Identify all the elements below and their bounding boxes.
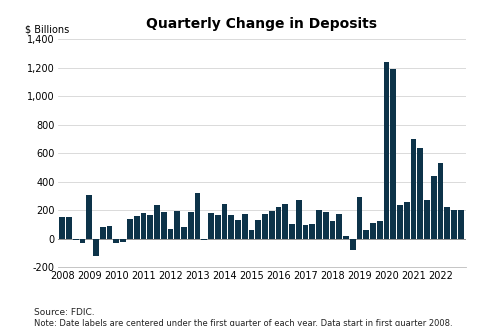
Bar	[431, 176, 437, 239]
Bar	[289, 224, 295, 239]
Bar	[458, 210, 464, 239]
Bar	[451, 210, 457, 239]
Bar	[336, 214, 342, 239]
Bar	[397, 205, 403, 239]
Bar	[323, 212, 329, 239]
Bar	[113, 239, 119, 243]
Bar	[93, 239, 99, 256]
Bar	[249, 230, 254, 239]
Bar	[168, 229, 173, 239]
Bar	[438, 163, 444, 239]
Bar	[134, 216, 140, 239]
Bar	[235, 220, 241, 239]
Bar	[147, 215, 153, 239]
Bar	[296, 200, 301, 239]
Title: Quarterly Change in Deposits: Quarterly Change in Deposits	[146, 17, 377, 31]
Bar	[60, 217, 65, 239]
Text: Source: FDIC.: Source: FDIC.	[34, 308, 94, 317]
Bar	[215, 215, 221, 239]
Bar	[161, 213, 167, 239]
Bar	[228, 215, 234, 239]
Text: $ Billions: $ Billions	[25, 24, 69, 35]
Bar	[107, 226, 112, 239]
Text: Note: Date labels are centered under the first quarter of each year. Data start : Note: Date labels are centered under the…	[34, 319, 452, 326]
Bar	[310, 224, 315, 239]
Bar	[363, 230, 369, 239]
Bar	[418, 147, 423, 239]
Bar	[370, 223, 376, 239]
Bar	[302, 225, 308, 239]
Bar	[343, 236, 349, 239]
Bar	[201, 239, 207, 240]
Bar	[194, 193, 200, 239]
Bar	[350, 239, 356, 250]
Bar	[174, 211, 180, 239]
Bar	[80, 239, 85, 243]
Bar	[377, 221, 383, 239]
Bar	[424, 200, 430, 239]
Bar	[73, 239, 79, 240]
Bar	[66, 217, 72, 239]
Bar	[222, 204, 228, 239]
Bar	[86, 195, 92, 239]
Bar	[269, 211, 275, 239]
Bar	[154, 205, 160, 239]
Bar	[242, 214, 248, 239]
Bar	[316, 210, 322, 239]
Bar	[384, 62, 389, 239]
Bar	[262, 214, 268, 239]
Bar	[357, 198, 362, 239]
Bar	[404, 202, 410, 239]
Bar	[330, 221, 336, 239]
Bar	[188, 213, 193, 239]
Bar	[390, 69, 396, 239]
Bar	[444, 207, 450, 239]
Bar	[141, 213, 146, 239]
Bar	[120, 239, 126, 242]
Bar	[282, 204, 288, 239]
Bar	[100, 228, 106, 239]
Bar	[255, 220, 261, 239]
Bar	[181, 228, 187, 239]
Bar	[276, 207, 281, 239]
Bar	[127, 219, 133, 239]
Bar	[411, 139, 417, 239]
Bar	[208, 213, 214, 239]
